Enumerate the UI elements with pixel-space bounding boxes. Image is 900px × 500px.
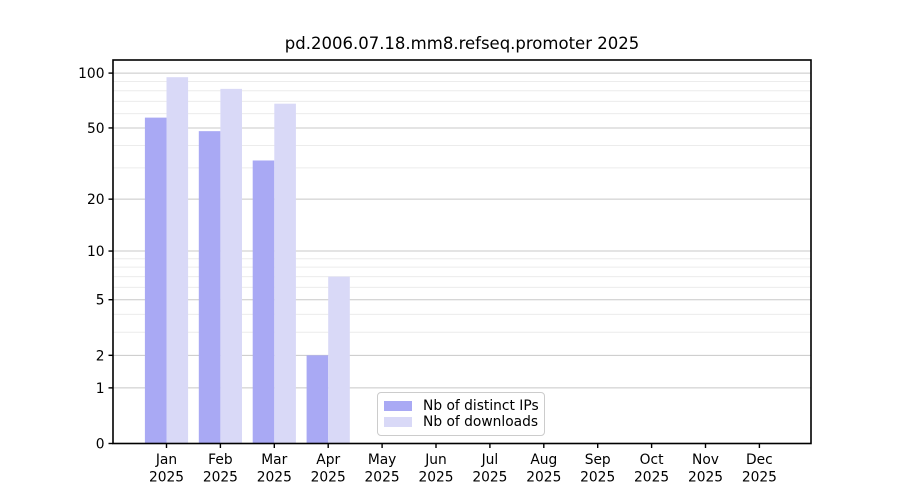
x-tick-label-apr: Apr 2025 (311, 452, 346, 486)
y-tick-label-0: 0 (96, 437, 105, 453)
legend-label-downloads: Nb of downloads (423, 414, 539, 430)
chart-title: pd.2006.07.18.mm8.refseq.promoter 2025 (284, 34, 640, 53)
y-tick-label-100: 100 (78, 66, 104, 82)
x-tick-label-jul: Jul 2025 (472, 452, 507, 486)
x-tick-label-dec: Dec 2025 (742, 452, 777, 486)
x-tick-label-may: May 2025 (365, 452, 400, 486)
legend-label-distinct-ips: Nb of distinct IPs (423, 398, 539, 414)
bar-distinct-ips-apr (306, 355, 329, 444)
bar-downloads-feb (220, 88, 242, 444)
bar-downloads-apr (328, 276, 350, 444)
bar-distinct-ips-mar (252, 160, 275, 444)
legend-item-distinct-ips: Nb of distinct IPs (384, 398, 539, 414)
x-tick-label-sep: Sep 2025 (580, 452, 615, 486)
bar-distinct-ips-feb (198, 131, 221, 444)
x-tick-label-jun: Jun 2025 (418, 452, 453, 486)
y-tick-label-2: 2 (96, 348, 105, 364)
y-tick-label-10: 10 (87, 244, 105, 260)
legend-swatch-downloads (384, 417, 412, 427)
x-tick-label-oct: Oct 2025 (634, 452, 669, 486)
legend-item-downloads: Nb of downloads (384, 414, 538, 430)
y-tick-label-5: 5 (96, 293, 105, 309)
x-tick-label-mar: Mar 2025 (257, 452, 292, 486)
y-tick-label-20: 20 (87, 192, 105, 208)
x-tick-label-nov: Nov 2025 (688, 452, 723, 486)
bar-downloads-mar (274, 103, 296, 444)
x-tick-label-aug: Aug 2025 (526, 452, 561, 486)
x-tick-label-jan: Jan 2025 (149, 452, 184, 486)
bar-distinct-ips-jan (144, 117, 167, 444)
legend: Nb of distinct IPs Nb of downloads (377, 392, 545, 436)
legend-swatch-distinct-ips (384, 401, 412, 411)
x-tick-label-feb: Feb 2025 (203, 452, 238, 486)
y-tick-label-50: 50 (87, 121, 105, 137)
bar-downloads-jan (166, 77, 189, 444)
y-tick-label-1: 1 (96, 381, 105, 397)
